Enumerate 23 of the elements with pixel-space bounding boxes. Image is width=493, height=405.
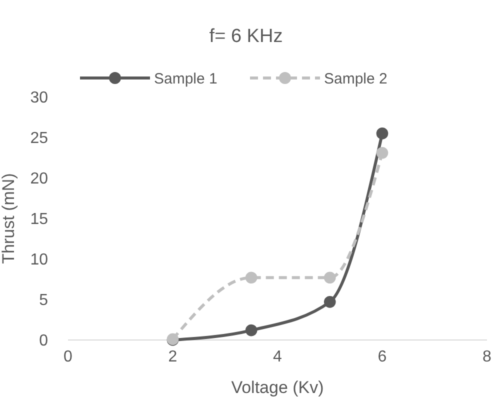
x-tick-label: 6 [378,348,387,366]
y-tick-label: 5 [39,292,48,310]
legend-label: Sample 1 [154,70,218,88]
y-tick-label: 15 [30,211,48,228]
y-tick-label: 25 [30,130,48,148]
y-tick-label: 10 [30,252,48,269]
point [324,272,336,284]
point [324,296,336,308]
y-tick-label: 30 [30,90,48,107]
point [245,324,258,336]
x-tick-label: 0 [64,348,73,366]
x-axis-title: Voltage (Kv) [231,378,324,397]
point [376,128,388,140]
point [245,272,258,284]
chart-title: f= 6 KHz [209,26,283,47]
point [376,146,388,159]
y-tick-label: 20 [30,170,48,188]
y-tick-label: 0 [39,332,48,350]
x-tick-label: 2 [168,348,178,366]
x-tick-label: 8 [482,348,492,366]
y-axis-title: Thrust (mN) [0,173,18,264]
legend-label: Sample 2 [324,70,388,88]
x-tick-label: 4 [273,348,282,366]
